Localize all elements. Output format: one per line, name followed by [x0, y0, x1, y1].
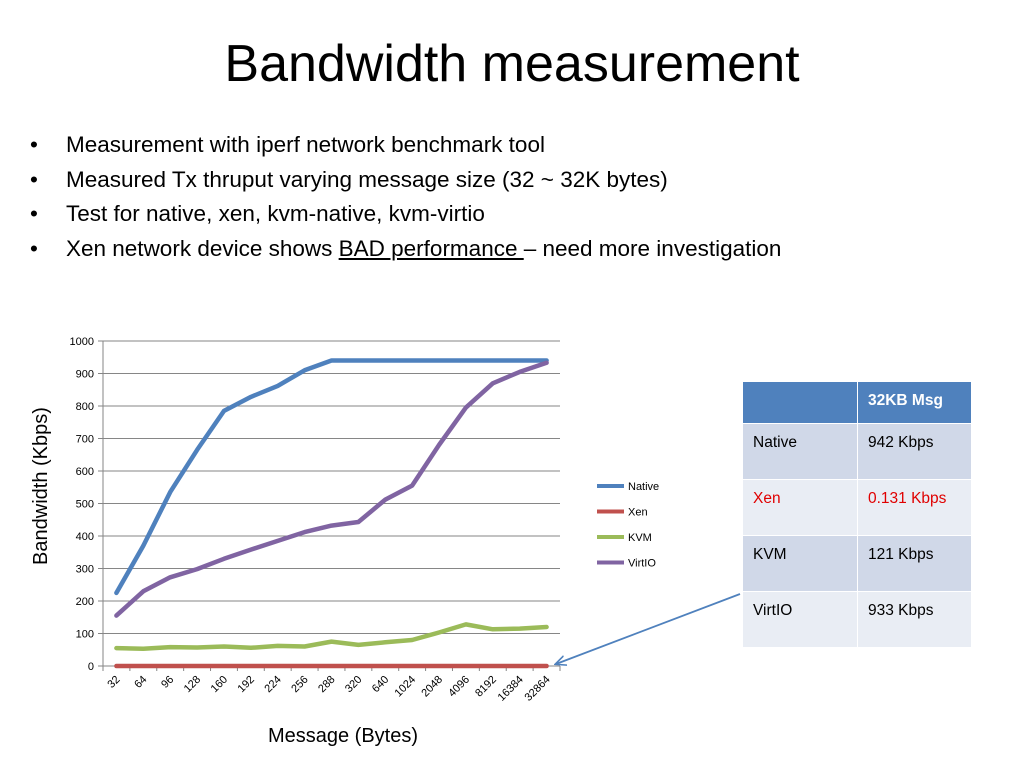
bullet-list: • Measurement with iperf network benchma… [30, 128, 1010, 266]
bullet-text-after: – need more investigation [523, 235, 782, 261]
results-table: 32KB Msg Native 942 Kbps Xen 0.131 Kbps … [742, 381, 972, 648]
table-cell-value: 0.131 Kbps [857, 479, 972, 536]
x-tick-label: 96 [159, 674, 176, 691]
x-tick-label: 2048 [419, 674, 445, 700]
x-tick-label: 4096 [446, 674, 472, 700]
x-tick-label: 640 [370, 674, 391, 695]
bullet-text-before: Xen network device shows [66, 235, 339, 261]
table-row: Native 942 Kbps [742, 423, 972, 480]
x-tick-label: 256 [289, 674, 310, 695]
table-row: Xen 0.131 Kbps [742, 479, 972, 536]
legend-label: KVM [628, 532, 652, 544]
y-tick-label: 800 [76, 401, 94, 413]
table-cell-value: 121 Kbps [857, 535, 972, 592]
y-tick-label: 500 [76, 499, 94, 511]
table-row: KVM 121 Kbps [742, 535, 972, 592]
series-line-kvm [114, 622, 549, 652]
table-header-cell [742, 381, 858, 424]
y-tick-label: 200 [76, 596, 94, 608]
table-cell-name: Native [742, 423, 858, 480]
table-header-cell: 32KB Msg [857, 381, 972, 424]
legend-label: VirtIO [628, 558, 656, 570]
y-tick-label: 600 [76, 466, 94, 478]
bullet-item: • Measured Tx thruput varying message si… [30, 163, 1010, 198]
y-axis-title: Bandwidth (Kbps) [30, 407, 52, 565]
bullet-item: • Xen network device shows BAD performan… [30, 232, 1010, 267]
legend-label: Xen [628, 507, 648, 519]
x-axis-title: Message (Bytes) [268, 725, 418, 747]
bullet-text: Measured Tx thruput varying message size… [66, 166, 668, 192]
x-tick-label: 288 [316, 674, 337, 695]
x-tick-label: 16384 [496, 674, 526, 704]
table-cell-name: KVM [742, 535, 858, 592]
table-cell-value: 942 Kbps [857, 423, 972, 480]
x-tick-label: 160 [209, 674, 230, 695]
x-tick-label: 192 [236, 674, 257, 695]
y-tick-label: 1000 [70, 336, 94, 348]
table-cell-value: 933 Kbps [857, 591, 972, 648]
y-tick-label: 900 [76, 369, 94, 381]
bullet-text-underlined: BAD performance [338, 235, 524, 261]
series-line-virtio [114, 360, 549, 618]
x-tick-label: 224 [262, 674, 283, 695]
bullet-glyph: • [30, 166, 38, 192]
x-tick-label: 32 [105, 674, 122, 691]
bullet-glyph: • [30, 132, 38, 157]
x-tick-label: 32864 [523, 674, 553, 704]
series-line-native [114, 358, 549, 596]
callout-arrow [556, 593, 741, 664]
legend-label: Native [628, 481, 659, 493]
x-tick-label: 1024 [392, 674, 418, 700]
bullet-item: • Measurement with iperf network benchma… [30, 128, 1010, 163]
slide-title: Bandwidth measurement [224, 35, 800, 93]
x-tick-label: 64 [132, 674, 149, 691]
x-tick-label: 128 [182, 674, 203, 695]
bullet-item: • Test for native, xen, kvm-native, kvm-… [30, 197, 1010, 232]
table-cell-name: VirtIO [742, 591, 858, 648]
y-tick-label: 700 [76, 434, 94, 446]
bullet-text: Measurement with iperf network benchmark… [66, 132, 545, 157]
table-header-row: 32KB Msg [742, 381, 972, 424]
x-tick-label: 320 [343, 674, 364, 695]
bullet-glyph: • [30, 235, 38, 261]
y-tick-label: 300 [76, 564, 94, 576]
y-tick-label: 0 [88, 661, 94, 673]
table-cell-name: Xen [742, 479, 858, 536]
bullet-text: Test for native, xen, kvm-native, kvm-vi… [66, 201, 485, 226]
bullet-glyph: • [30, 201, 38, 226]
y-tick-label: 400 [76, 531, 94, 543]
y-tick-label: 100 [76, 629, 94, 641]
table-row: VirtIO 933 Kbps [742, 591, 972, 648]
